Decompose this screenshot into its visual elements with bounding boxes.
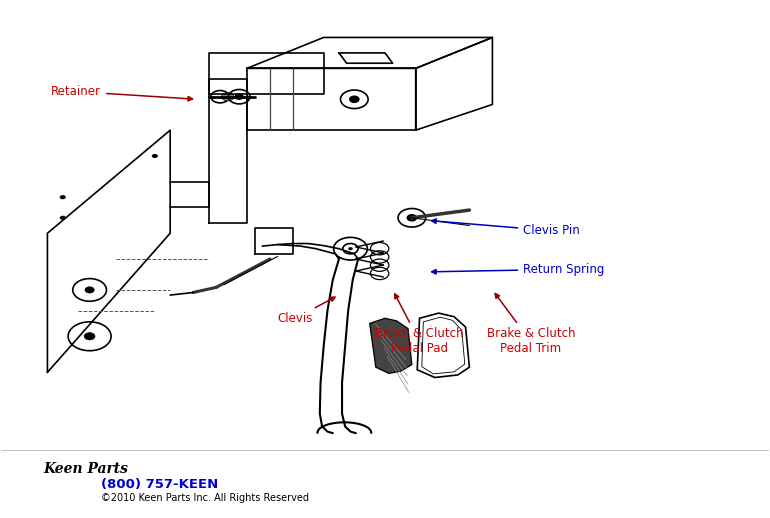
Text: ©2010 Keen Parts Inc. All Rights Reserved: ©2010 Keen Parts Inc. All Rights Reserve… [101, 493, 309, 503]
Circle shape [350, 96, 359, 103]
Circle shape [236, 94, 243, 99]
Circle shape [85, 287, 94, 293]
Text: Clevis Pin: Clevis Pin [432, 219, 580, 237]
Text: Return Spring: Return Spring [432, 263, 604, 276]
Text: Retainer: Retainer [51, 85, 192, 101]
Text: Clevis: Clevis [278, 297, 335, 325]
Text: (800) 757-KEEN: (800) 757-KEEN [101, 478, 219, 491]
Circle shape [60, 195, 66, 199]
Circle shape [222, 93, 234, 101]
Circle shape [407, 214, 417, 221]
Text: Brake & Clutch
Pedal Pad: Brake & Clutch Pedal Pad [375, 294, 464, 355]
Polygon shape [370, 318, 412, 373]
Circle shape [84, 333, 95, 340]
Circle shape [348, 247, 353, 250]
Text: Brake & Clutch
Pedal Trim: Brake & Clutch Pedal Trim [487, 294, 575, 355]
Circle shape [60, 215, 66, 220]
Text: Keen Parts: Keen Parts [44, 462, 129, 476]
Circle shape [152, 154, 158, 158]
